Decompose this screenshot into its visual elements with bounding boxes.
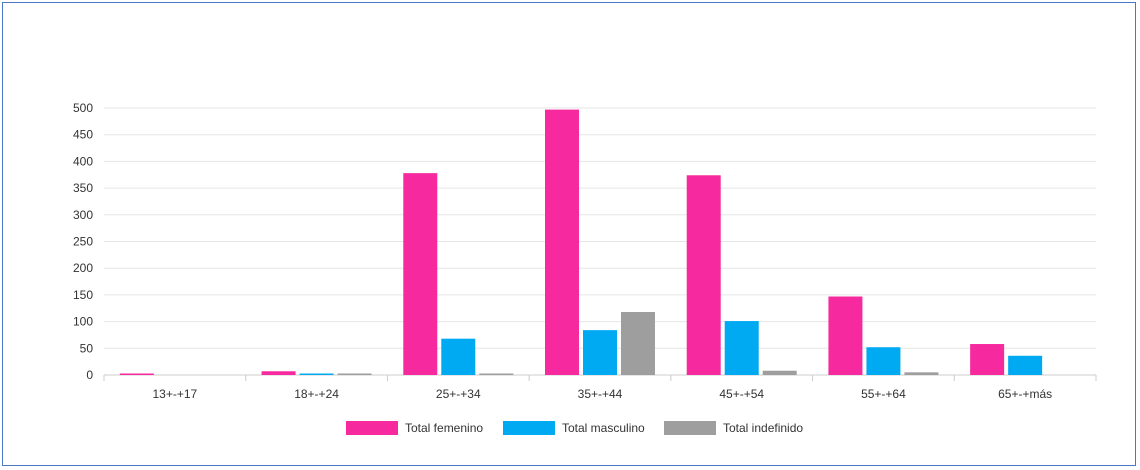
y-tick-label: 500 bbox=[73, 101, 93, 115]
x-tick-label: 55+-+64 bbox=[861, 387, 906, 401]
bar bbox=[479, 373, 514, 375]
legend-label: Total masculino bbox=[562, 421, 645, 435]
bar bbox=[403, 173, 438, 375]
bar bbox=[866, 347, 901, 375]
bar bbox=[545, 109, 579, 376]
legend-label: Total indefinido bbox=[723, 421, 803, 435]
y-tick-label: 400 bbox=[73, 154, 93, 168]
y-axis: 0 50 100 150 200 250 300 350 400 450 500 bbox=[73, 101, 93, 382]
y-tick-label: 100 bbox=[73, 315, 93, 329]
y-tick-label: 200 bbox=[73, 261, 93, 275]
x-tick-label: 13+-+17 bbox=[152, 387, 197, 401]
legend-swatch bbox=[664, 421, 716, 435]
bar bbox=[904, 372, 939, 375]
x-tick-label: 65+-+más bbox=[998, 387, 1052, 401]
x-tick-label: 35+-+44 bbox=[578, 387, 623, 401]
bar bbox=[724, 321, 759, 375]
bar bbox=[970, 344, 1005, 375]
x-axis: 13+-+17 18+-+24 25+-+34 35+-+44 45+-+54 55+-+… bbox=[103, 374, 1097, 401]
bar bbox=[261, 371, 296, 375]
y-tick-label: 150 bbox=[73, 288, 93, 302]
legend-label: Total femenino bbox=[405, 421, 483, 435]
y-tick-label: 50 bbox=[80, 341, 94, 355]
y-tick-label: 350 bbox=[73, 181, 93, 195]
bar bbox=[828, 296, 863, 375]
bar bbox=[762, 370, 797, 375]
bar bbox=[1008, 355, 1043, 375]
y-tick-label: 250 bbox=[73, 235, 93, 249]
legend: Total femenino Total masculino Total indef… bbox=[346, 421, 803, 435]
bar bbox=[119, 373, 154, 375]
y-tick-label: 450 bbox=[73, 128, 93, 142]
x-tick-label: 18+-+24 bbox=[294, 387, 339, 401]
x-tick-label: 25+-+34 bbox=[436, 387, 481, 401]
bars bbox=[119, 109, 1043, 376]
bar bbox=[441, 338, 476, 375]
legend-swatch bbox=[346, 421, 398, 435]
bar bbox=[299, 373, 334, 375]
bar bbox=[686, 175, 721, 375]
y-tick-label: 0 bbox=[86, 368, 93, 382]
bar bbox=[583, 330, 617, 375]
legend-swatch bbox=[503, 421, 555, 435]
bar bbox=[337, 373, 372, 375]
bar bbox=[621, 311, 655, 375]
x-tick-label: 45+-+54 bbox=[719, 387, 764, 401]
y-tick-label: 300 bbox=[73, 208, 93, 222]
